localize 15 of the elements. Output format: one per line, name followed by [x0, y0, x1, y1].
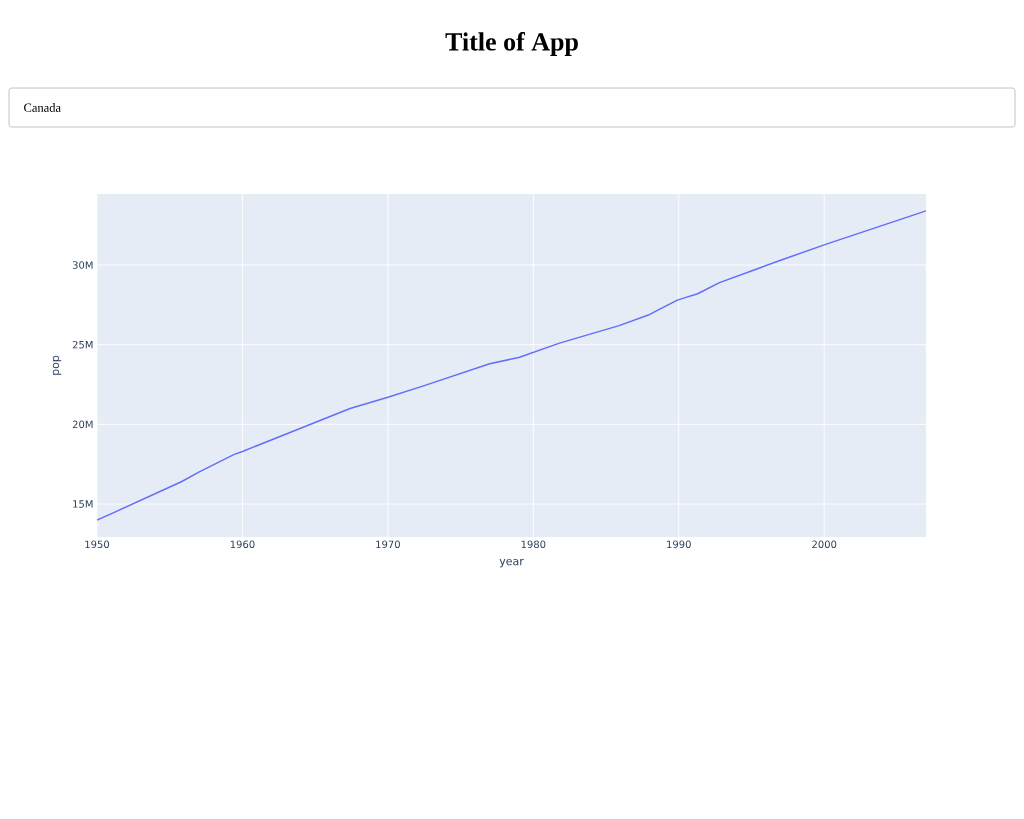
y-axis-title: pop: [52, 355, 62, 375]
x-tick-label: 1950: [85, 540, 110, 549]
x-tick-label: 1960: [230, 540, 255, 549]
chart-title: Title of App: [445, 32, 578, 56]
y-tick-label: 20M: [72, 420, 93, 429]
line-series: [97, 210, 927, 521]
y-tick-label: 15M: [73, 500, 93, 508]
x-tick-label: 1980: [521, 540, 546, 549]
x-axis-title: year: [499, 558, 524, 568]
chart-subtitle: Canada: [24, 103, 61, 112]
x-tick-label: 1990: [667, 540, 691, 549]
x-tick-label: 2000: [812, 540, 837, 549]
y-tick-label: 30M: [72, 261, 93, 269]
x-tick-label: 1970: [376, 540, 400, 549]
y-tick-label: 25M: [72, 340, 93, 349]
